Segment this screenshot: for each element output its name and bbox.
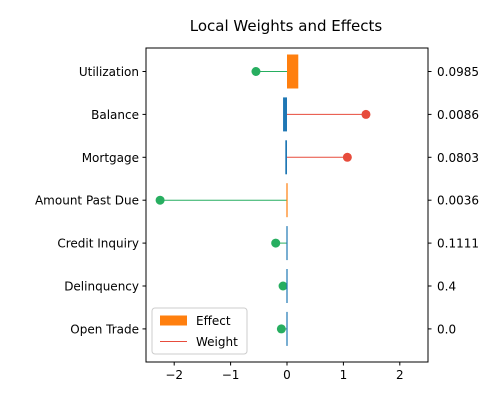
category-label: Open Trade xyxy=(70,322,139,336)
x-tick-label: 2 xyxy=(396,368,404,382)
right-value-label: 0.0803 xyxy=(437,151,479,165)
effect-bar xyxy=(286,226,288,261)
right-value-label: 0.0036 xyxy=(437,194,479,208)
right-value-label: 0.4 xyxy=(437,280,456,294)
category-label: Utilization xyxy=(79,65,139,79)
right-value-label: 0.0985 xyxy=(437,65,479,79)
x-tick-label: −1 xyxy=(222,368,240,382)
legend-label: Effect xyxy=(196,314,231,328)
effect-bar xyxy=(286,269,288,303)
category-label: Mortgage xyxy=(82,151,139,165)
chart-marks xyxy=(155,54,371,346)
effect-bar xyxy=(285,140,287,175)
weight-point xyxy=(251,67,261,76)
legend-label: Weight xyxy=(196,335,238,349)
weight-point xyxy=(276,324,286,334)
category-label: Delinquency xyxy=(64,280,139,294)
chart-title: Local Weights and Effects xyxy=(190,17,383,35)
category-label: Credit Inquiry xyxy=(57,237,139,251)
chart-axes: Utilization 0.0985 Balance 0.0086 Mortgage 0.… xyxy=(35,65,479,382)
effect-bar xyxy=(287,54,299,89)
category-label: Amount Past Due xyxy=(35,194,139,208)
weight-point xyxy=(361,109,371,119)
chart-legend: Effect Weight xyxy=(151,307,248,355)
weight-point xyxy=(155,195,165,205)
effect-bar xyxy=(283,97,287,132)
x-tick-label: 0 xyxy=(283,368,291,382)
right-value-label: 0.1111 xyxy=(437,237,479,251)
x-tick-label: 1 xyxy=(340,368,348,382)
right-value-label: 0.0 xyxy=(437,322,456,336)
legend-effect-swatch xyxy=(160,315,187,326)
effect-bar xyxy=(286,311,288,346)
right-value-label: 0.0086 xyxy=(437,108,479,122)
category-label: Balance xyxy=(91,108,139,122)
weight-point xyxy=(342,152,352,162)
weight-point xyxy=(271,238,281,248)
effect-bar xyxy=(286,183,288,218)
x-tick-label: −2 xyxy=(165,368,183,382)
weight-point xyxy=(278,281,288,291)
